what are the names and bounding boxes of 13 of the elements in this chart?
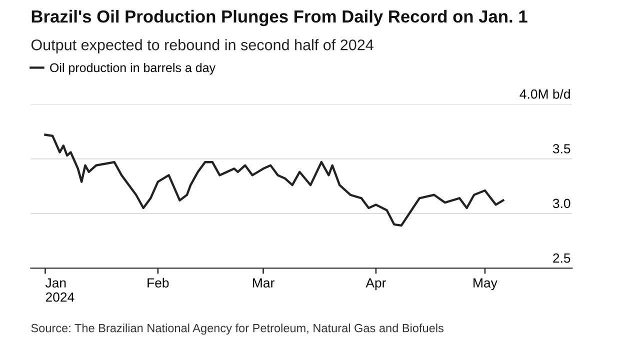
x-tick-label: Apr — [366, 278, 386, 290]
x-tick-label: Mar — [253, 278, 274, 288]
y-tick-label: 2.5 — [553, 253, 570, 263]
chart-title: Brazil's Oil Production Plunges From Daily Record on Jan. 1 — [32, 10, 528, 26]
x-tick-label: Feb — [148, 278, 169, 288]
y-tick-label: 3.0 — [552, 198, 570, 208]
source-note: Source: The Brazilian National Agency for Petroleum, Natural Gas and Biofuels — [31, 324, 444, 335]
x-tick-label: May — [474, 278, 498, 290]
chart-subtitle: Output expected to rebound in second half of 2024 — [31, 39, 374, 54]
x-tick-label: Jan 2024 — [45, 278, 74, 302]
y-tick-label: 3.5 — [552, 144, 570, 154]
legend-label: Oil production in barrels a day — [50, 62, 216, 75]
y-tick-label: 4.0M b/d — [520, 89, 570, 99]
